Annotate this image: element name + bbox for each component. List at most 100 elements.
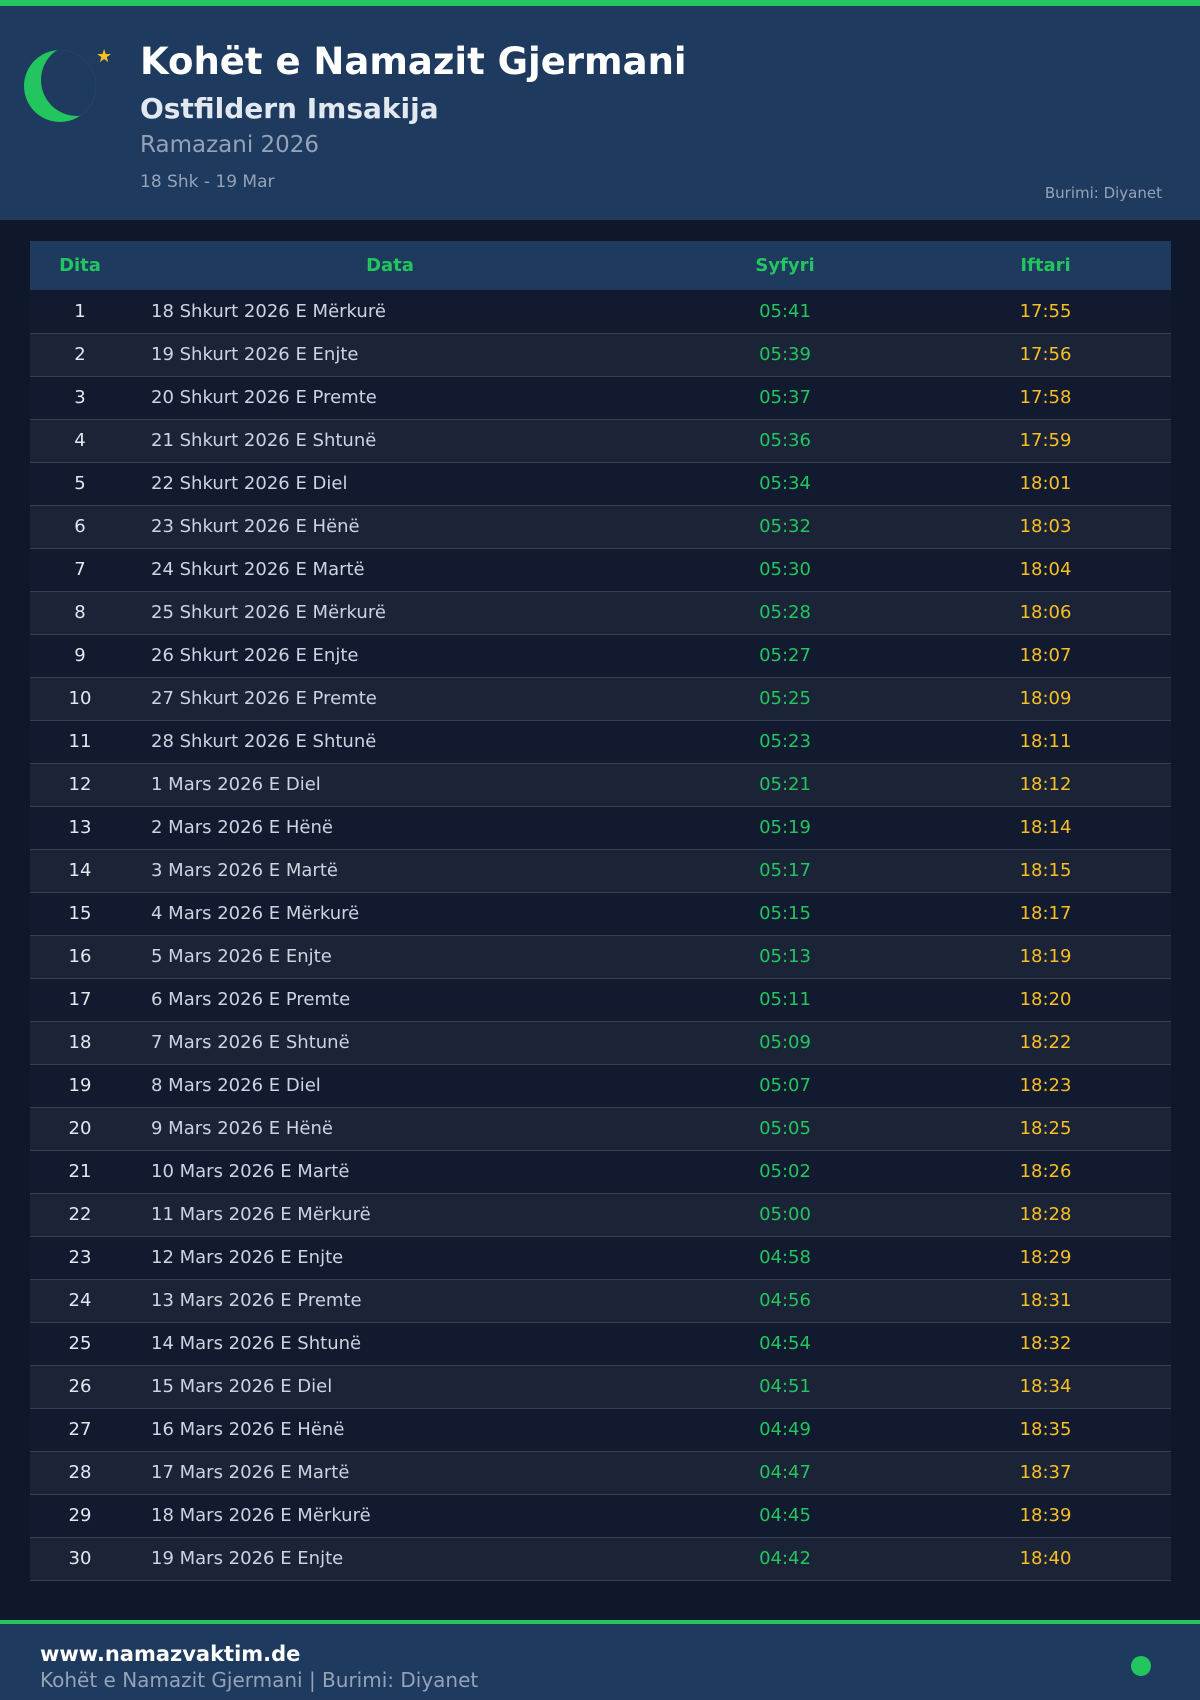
table-row: 29 18 Mars 2026 E Mërkurë 04:45 18:39 [30,1494,1171,1537]
cell-date: 12 Mars 2026 E Enjte [151,1247,344,1268]
cell-day: 11 [68,731,92,752]
cell-iftar: 18:12 [1019,774,1072,795]
cell-suhoor: 04:54 [759,1333,811,1354]
cell-day: 21 [68,1161,92,1182]
cell-day: 26 [68,1376,92,1397]
cell-iftar: 18:40 [1019,1548,1072,1569]
cell-date: 25 Shkurt 2026 E Mërkurë [151,602,386,623]
top-accent-bar [0,0,1200,6]
cell-suhoor: 05:37 [759,387,811,408]
cell-suhoor: 04:56 [759,1290,811,1311]
table-header-row: Dita Data Syfyri Iftari [30,241,1171,290]
cell-day: 19 [68,1075,92,1096]
cell-date: 8 Mars 2026 E Diel [151,1075,321,1096]
cell-date: 20 Shkurt 2026 E Premte [151,387,377,408]
table-row: 19 8 Mars 2026 E Diel 05:07 18:23 [30,1064,1171,1107]
cell-day: 1 [74,300,86,322]
crescent-moon-icon [24,50,96,122]
cell-iftar: 18:26 [1019,1161,1072,1182]
table-row: 24 13 Mars 2026 E Premte 04:56 18:31 [30,1279,1171,1322]
cell-suhoor: 04:47 [759,1462,811,1483]
cell-suhoor: 04:58 [759,1247,811,1268]
cell-day: 20 [68,1118,92,1139]
cell-suhoor: 05:21 [759,774,811,795]
cell-day: 10 [68,688,92,709]
table-row: 2 19 Shkurt 2026 E Enjte 05:39 17:56 [30,333,1171,376]
cell-date: 24 Shkurt 2026 E Martë [151,559,365,580]
cell-date: 22 Shkurt 2026 E Diel [151,473,348,494]
cell-suhoor: 05:34 [759,473,811,494]
cell-iftar: 18:01 [1019,473,1072,494]
ramadan-label: Ramazani 2026 [140,132,320,158]
header: ★ Kohët e Namazit Gjermani Ostfildern Im… [0,6,1200,220]
cell-date: 27 Shkurt 2026 E Premte [151,688,377,709]
table-row: 17 6 Mars 2026 E Premte 05:11 18:20 [30,978,1171,1021]
cell-day: 7 [74,559,86,580]
cell-iftar: 18:14 [1019,817,1072,838]
table-row: 6 23 Shkurt 2026 E Hënë 05:32 18:03 [30,505,1171,548]
page-subtitle: Ostfildern Imsakija [140,92,439,125]
cell-suhoor: 04:49 [759,1419,811,1440]
cell-date: 7 Mars 2026 E Shtunë [151,1032,350,1053]
cell-iftar: 18:29 [1019,1247,1072,1268]
cell-day: 15 [68,903,92,924]
table-row: 12 1 Mars 2026 E Diel 05:21 18:12 [30,763,1171,806]
cell-date: 10 Mars 2026 E Martë [151,1161,350,1182]
table-row: 21 10 Mars 2026 E Martë 05:02 18:26 [30,1150,1171,1193]
table-row: 25 14 Mars 2026 E Shtunë 04:54 18:32 [30,1322,1171,1365]
cell-suhoor: 05:25 [759,688,811,709]
cell-iftar: 18:25 [1019,1118,1072,1139]
cell-day: 22 [68,1204,92,1225]
table-row: 3 20 Shkurt 2026 E Premte 05:37 17:58 [30,376,1171,419]
cell-day: 30 [68,1548,92,1569]
cell-date: 4 Mars 2026 E Mërkurë [151,903,360,924]
cell-day: 12 [68,774,92,795]
cell-date: 18 Shkurt 2026 E Mërkurë [151,300,386,322]
cell-iftar: 17:58 [1019,387,1072,408]
cell-day: 16 [68,946,92,967]
cell-day: 4 [74,430,86,451]
cell-suhoor: 05:09 [759,1032,811,1053]
cell-day: 14 [68,860,92,881]
cell-day: 13 [68,817,92,838]
cell-suhoor: 05:27 [759,645,811,666]
cell-suhoor: 04:42 [759,1548,811,1569]
cell-date: 21 Shkurt 2026 E Shtunë [151,430,377,451]
cell-date: 17 Mars 2026 E Martë [151,1462,350,1483]
page-title: Kohët e Namazit Gjermani [140,40,687,83]
cell-suhoor: 05:30 [759,559,811,580]
table-row: 4 21 Shkurt 2026 E Shtunë 05:36 17:59 [30,419,1171,462]
cell-day: 8 [74,602,86,623]
table-row: 5 22 Shkurt 2026 E Diel 05:34 18:01 [30,462,1171,505]
cell-date: 15 Mars 2026 E Diel [151,1376,333,1397]
cell-date: 14 Mars 2026 E Shtunë [151,1333,362,1354]
cell-date: 6 Mars 2026 E Premte [151,989,351,1010]
table-row: 11 28 Shkurt 2026 E Shtunë 05:23 18:11 [30,720,1171,763]
prayer-times-table: Dita Data Syfyri Iftari 1 18 Shkurt 2026 … [30,241,1171,1581]
table-row: 8 25 Shkurt 2026 E Mërkurë 05:28 18:06 [30,591,1171,634]
column-header-day: Dita [59,255,101,276]
cell-iftar: 18:31 [1019,1290,1072,1311]
cell-day: 6 [74,516,86,537]
cell-iftar: 18:04 [1019,559,1072,580]
column-header-suhoor: Syfyri [755,255,815,276]
cell-day: 27 [68,1419,92,1440]
cell-iftar: 18:03 [1019,516,1072,537]
column-header-date: Data [366,255,414,276]
table-row: 14 3 Mars 2026 E Martë 05:17 18:15 [30,849,1171,892]
cell-suhoor: 05:07 [759,1075,811,1096]
cell-suhoor: 05:32 [759,516,811,537]
cell-suhoor: 04:45 [759,1505,811,1526]
table-row: 18 7 Mars 2026 E Shtunë 05:09 18:22 [30,1021,1171,1064]
cell-iftar: 17:59 [1019,430,1072,451]
table-row: 27 16 Mars 2026 E Hënë 04:49 18:35 [30,1408,1171,1451]
table-row: 28 17 Mars 2026 E Martë 04:47 18:37 [30,1451,1171,1494]
cell-iftar: 18:11 [1019,731,1072,752]
footer-site-link[interactable]: www.namazvaktim.de [40,1642,301,1666]
star-icon: ★ [96,46,113,67]
cell-suhoor: 05:13 [759,946,811,967]
cell-iftar: 18:23 [1019,1075,1072,1096]
cell-date: 28 Shkurt 2026 E Shtunë [151,731,377,752]
cell-day: 17 [68,989,92,1010]
cell-iftar: 18:15 [1019,860,1072,881]
